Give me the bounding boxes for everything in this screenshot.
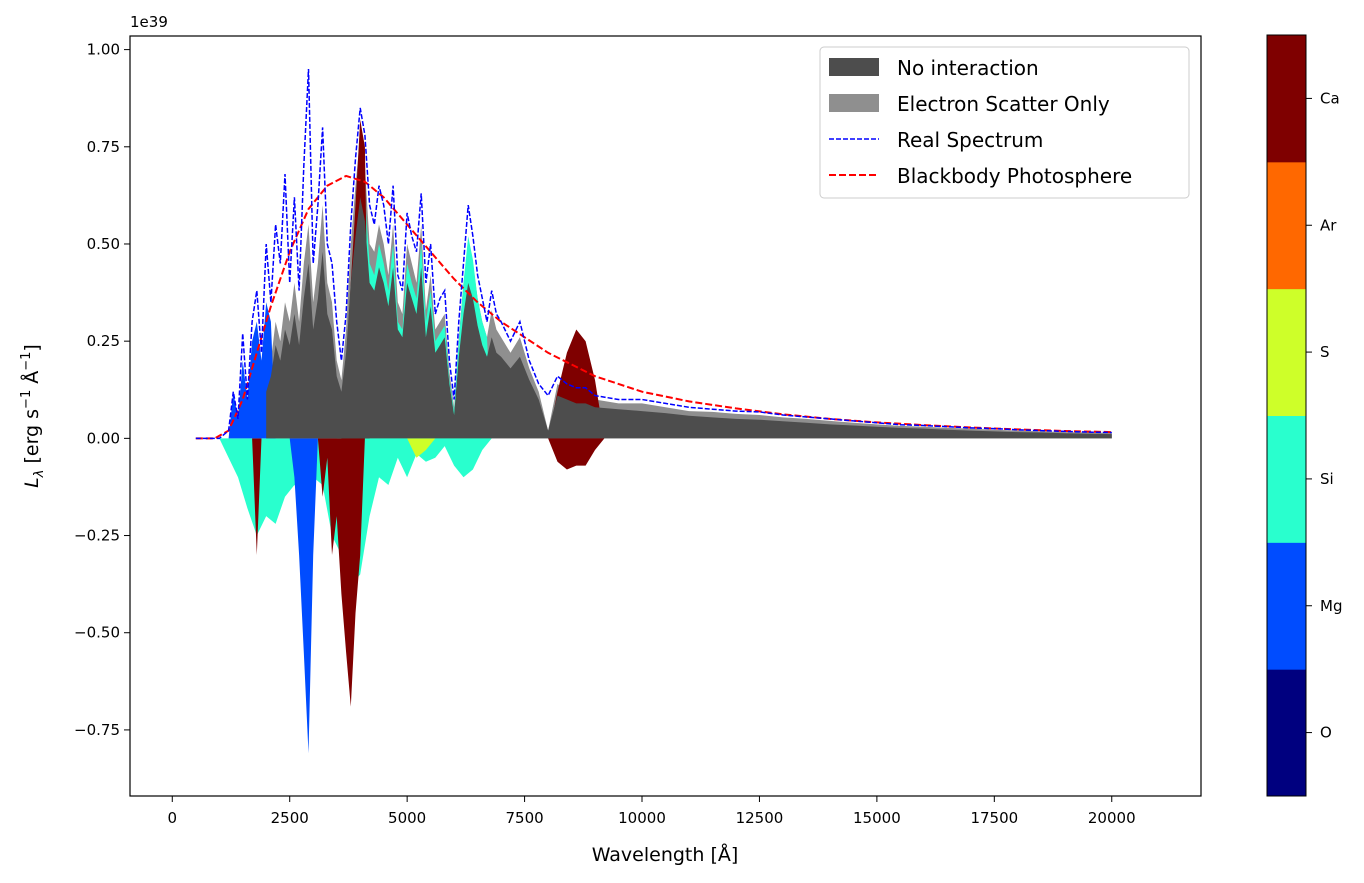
area-absorption-ca [252, 438, 605, 707]
y-label-symbol: L [21, 477, 43, 488]
x-tick-label: 7500 [505, 809, 543, 827]
y-tick-label: 1.00 [87, 41, 120, 59]
line-real-spectrum [195, 68, 1112, 440]
y-tick-label: −0.50 [74, 624, 120, 642]
x-axis-ticks: 0 2500 5000 7500 10000 12500 15000 17500 20000 [168, 796, 1136, 827]
y-axis-ticks: −0.75 −0.50 −0.25 0.00 0.25 0.50 0.75 1.00 [74, 41, 130, 739]
x-tick-label: 12500 [736, 809, 784, 827]
legend-label-electron-scatter: Electron Scatter Only [897, 92, 1110, 116]
x-tick-label: 2500 [271, 809, 309, 827]
area-absorption-s [407, 438, 436, 458]
x-tick-label: 20000 [1088, 809, 1136, 827]
y-label-exp1: −1 [19, 390, 34, 409]
colorbar-segment-mg [1267, 542, 1306, 670]
y-tick-label: 0.75 [87, 138, 120, 156]
colorbar-label-s: S [1320, 343, 1330, 361]
legend-label-real-spectrum: Real Spectrum [897, 128, 1043, 152]
legend-swatch-no-interaction [829, 58, 879, 76]
absorption-layer [219, 438, 605, 754]
x-tick-label: 10000 [618, 809, 666, 827]
line-layer [195, 68, 1112, 440]
y-tick-label: −0.25 [74, 527, 120, 545]
colorbar-label-o: O [1320, 724, 1332, 742]
y-label-sub: λ [32, 470, 47, 479]
legend-label-no-interaction: No interaction [897, 56, 1039, 80]
legend: No interaction Electron Scatter Only Rea… [819, 46, 1190, 199]
legend-swatch-electron-scatter [829, 94, 879, 112]
y-tick-label: 0.00 [87, 429, 120, 447]
y-label-unit: [erg s [21, 409, 43, 470]
x-tick-label: 0 [168, 809, 178, 827]
y-label-unit2: Å [20, 371, 43, 390]
x-tick-label: 17500 [970, 809, 1018, 827]
y-tick-label: 0.25 [87, 332, 120, 350]
colorbar-label-ar: Ar [1320, 216, 1337, 234]
colorbar-label-mg: Mg [1320, 597, 1342, 615]
plot-frame [129, 35, 1202, 797]
y-label-close: ] [21, 344, 43, 351]
x-tick-label: 15000 [853, 809, 901, 827]
y-tick-label: 0.50 [87, 235, 120, 253]
y-axis-label: Lλ [erg s−1 Å−1] [19, 344, 47, 488]
area-no-interaction [266, 197, 1112, 439]
area-absorption-mg [289, 438, 318, 754]
colorbar-label-ca: Ca [1320, 89, 1340, 107]
colorbar-segment-s [1267, 288, 1306, 416]
x-axis-label: Wavelength [Å] [592, 843, 739, 866]
y-label-exp2: −1 [19, 352, 34, 371]
colorbar: O Mg Si S Ar Ca [1266, 34, 1342, 797]
colorbar-label-si: Si [1320, 470, 1334, 488]
legend-box [819, 46, 1190, 199]
colorbar-frame [1266, 34, 1307, 797]
colorbar-segment-ca [1267, 35, 1306, 163]
x-tick-label: 5000 [388, 809, 426, 827]
y-offset-label: 1e39 [130, 13, 168, 31]
colorbar-segment-si [1267, 415, 1306, 543]
colorbar-segment-ar [1267, 161, 1306, 290]
legend-label-blackbody: Blackbody Photosphere [897, 164, 1132, 188]
y-tick-label: −0.75 [74, 721, 120, 739]
colorbar-segment-o [1267, 669, 1306, 797]
